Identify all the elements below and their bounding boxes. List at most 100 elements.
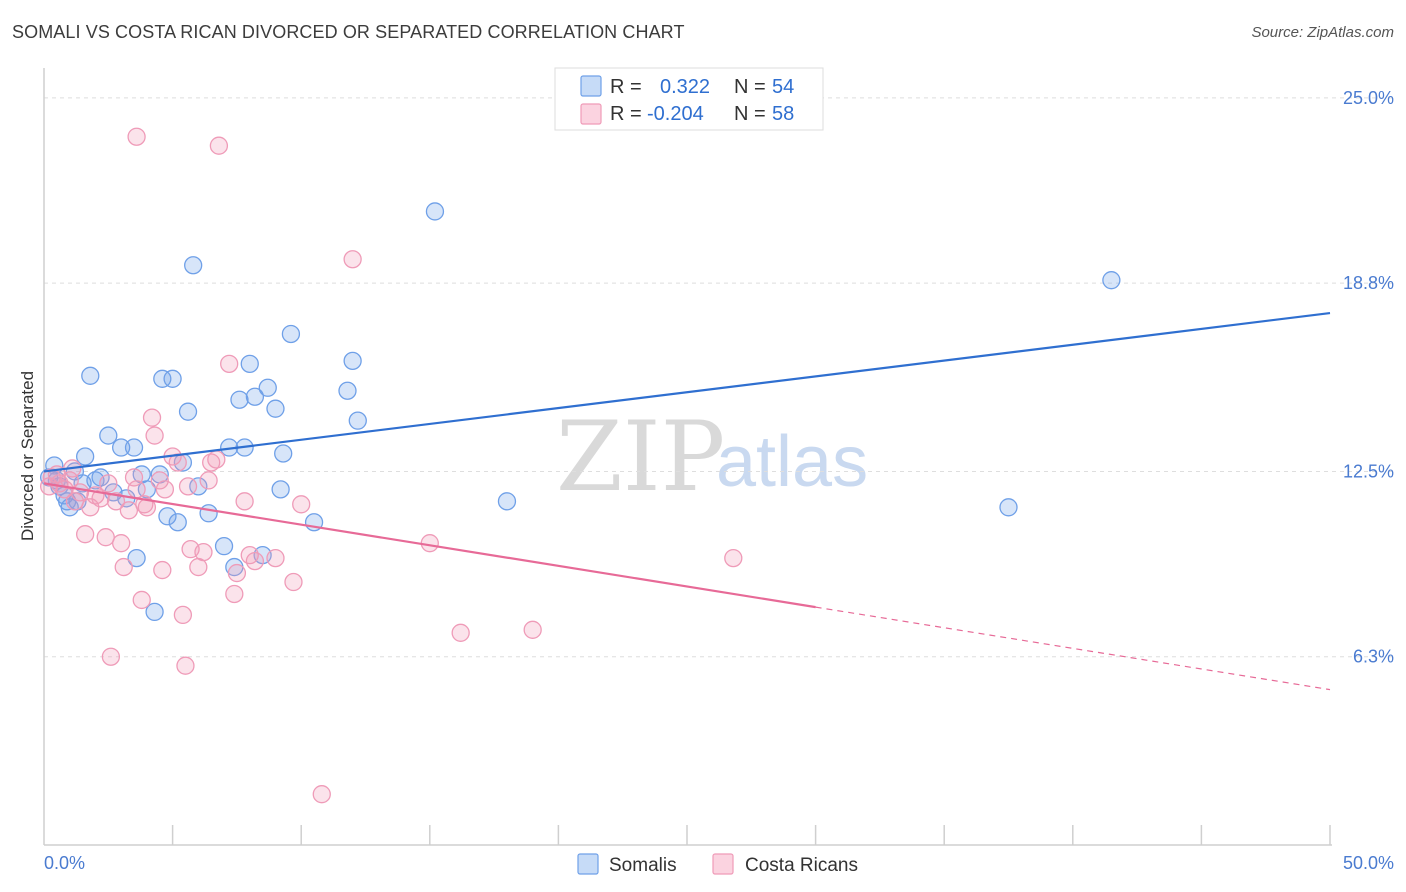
source-label: Source: ZipAtlas.com — [1251, 24, 1394, 41]
somali-point-10 — [76, 447, 95, 466]
legend-swatch-costa-ricans — [580, 103, 602, 125]
somali-point-49 — [348, 411, 367, 430]
costa-rican-point-57 — [209, 136, 229, 155]
costa-rican-point-33 — [176, 656, 195, 675]
costa-rican-point-40 — [207, 450, 226, 469]
costa-rican-point-22 — [132, 590, 151, 610]
costa-rican-point-41 — [220, 354, 239, 374]
costa-rican-point-52 — [420, 534, 439, 553]
costa-rican-point-34 — [178, 477, 198, 496]
costa-rican-point-21 — [127, 480, 146, 499]
costa-rican-point-9 — [76, 525, 95, 544]
x-tick-label-min: 0.0% — [44, 853, 85, 873]
somali-point-50 — [425, 202, 445, 221]
costa-rican-trend-line-extension — [815, 606, 1331, 691]
costa-rican-point-27 — [150, 471, 169, 490]
somali-point-25 — [158, 507, 177, 526]
costa-rican-point-13 — [96, 528, 115, 547]
costa-rican-point-18 — [114, 557, 133, 577]
somali-point-42 — [266, 399, 285, 418]
correlation-legend: R = 0.322 N = 54 R = -0.204 N = 58 — [554, 67, 824, 131]
gridlines — [44, 97, 1394, 658]
costa-rican-point-44 — [235, 492, 254, 511]
costa-rican-point-17 — [112, 534, 131, 553]
somali-point-32 — [199, 504, 218, 523]
somali-point-11 — [81, 366, 100, 385]
costa-rican-point-26 — [145, 426, 164, 445]
somali-point-38 — [240, 354, 259, 374]
somali-point-16 — [112, 438, 131, 457]
y-axis-title: Divorced or Separated — [18, 371, 37, 541]
costa-rican-point-25 — [142, 408, 162, 427]
x-ticks — [171, 825, 1331, 845]
costa-rican-point-39 — [202, 453, 221, 472]
costa-rican-point-37 — [194, 542, 213, 562]
costa-rican-point-42 — [225, 584, 244, 604]
trend-lines — [43, 311, 1331, 691]
series-legend-label-costa-ricans: Costa Ricans — [745, 855, 858, 876]
somali-point-53 — [1102, 271, 1121, 290]
somali-point-51 — [497, 492, 517, 511]
somali-point-33 — [214, 537, 234, 556]
somali-point-39 — [245, 387, 265, 406]
somali-point-43 — [271, 480, 290, 499]
y-tick-label-2: 18.8% — [1343, 273, 1394, 293]
watermark-atlas: atlas — [716, 422, 868, 502]
costa-rican-point-29 — [155, 480, 175, 499]
costa-rican-point-32 — [173, 605, 193, 625]
somali-point-26 — [163, 369, 182, 388]
costa-rican-point-14 — [99, 474, 118, 493]
costa-rican-point-50 — [312, 785, 331, 804]
legend-n-label-costa-ricans: N = — [734, 103, 766, 125]
costa-rican-point-46 — [245, 551, 265, 571]
costa-rican-point-43 — [227, 563, 247, 583]
costa-rican-point-7 — [65, 492, 85, 511]
costa-rican-point-51 — [343, 250, 362, 269]
x-tick-label-max: 50.0% — [1343, 853, 1394, 873]
costa-rican-point-47 — [266, 548, 285, 568]
legend-n-label-somalis: N = — [734, 76, 766, 98]
watermark-zip: ZIP — [556, 401, 725, 513]
data-points — [39, 127, 1121, 804]
legend-r-value-costa-ricans: -0.204 — [647, 103, 704, 125]
legend-r-label-costa-ricans: R = — [610, 103, 642, 125]
y-tick-label-1: 12.5% — [1343, 461, 1394, 481]
y-tick-label-3: 25.0% — [1343, 88, 1394, 108]
costa-rican-point-38 — [199, 471, 218, 490]
legend-n-value-costa-ricans: 58 — [772, 103, 794, 125]
costa-rican-point-54 — [523, 620, 542, 639]
somali-point-44 — [274, 444, 293, 463]
series-legend-swatch-costa-ricans — [712, 853, 734, 875]
costa-rican-trend-line — [43, 482, 816, 609]
somali-point-18 — [124, 438, 144, 457]
somali-point-41 — [258, 378, 277, 397]
legend-n-value-somalis: 54 — [772, 76, 794, 98]
somali-point-24 — [153, 369, 172, 388]
somali-point-19 — [127, 548, 146, 568]
somali-trend-line — [43, 311, 1331, 473]
somali-point-52 — [999, 498, 1018, 517]
somali-point-48 — [343, 351, 362, 371]
costa-rican-point-15 — [101, 647, 121, 666]
costa-rican-point-56 — [127, 127, 146, 146]
y-tick-labels: 6.3% 12.5% 18.8% 25.0% — [1343, 88, 1394, 667]
costa-rican-point-55 — [724, 548, 743, 568]
somali-point-31 — [189, 477, 208, 496]
costa-rican-point-53 — [451, 623, 470, 642]
legend-swatch-somalis — [580, 75, 602, 97]
legend-r-value-somalis: 0.322 — [660, 76, 710, 98]
series-legend: Somalis Costa Ricans — [577, 853, 858, 876]
somali-point-21 — [137, 480, 157, 499]
costa-rican-point-49 — [292, 495, 311, 514]
costa-rican-point-8 — [70, 483, 90, 502]
y-tick-label-0: 6.3% — [1353, 647, 1394, 667]
somali-point-29 — [178, 402, 198, 421]
series-legend-label-somalis: Somalis — [609, 855, 677, 876]
somali-point-14 — [99, 426, 118, 445]
somali-point-27 — [168, 513, 187, 532]
chart-title: SOMALI VS COSTA RICAN DIVORCED OR SEPARA… — [12, 22, 685, 42]
costa-rican-point-48 — [284, 572, 303, 592]
somali-point-36 — [230, 390, 249, 409]
costa-rican-point-19 — [119, 501, 139, 520]
